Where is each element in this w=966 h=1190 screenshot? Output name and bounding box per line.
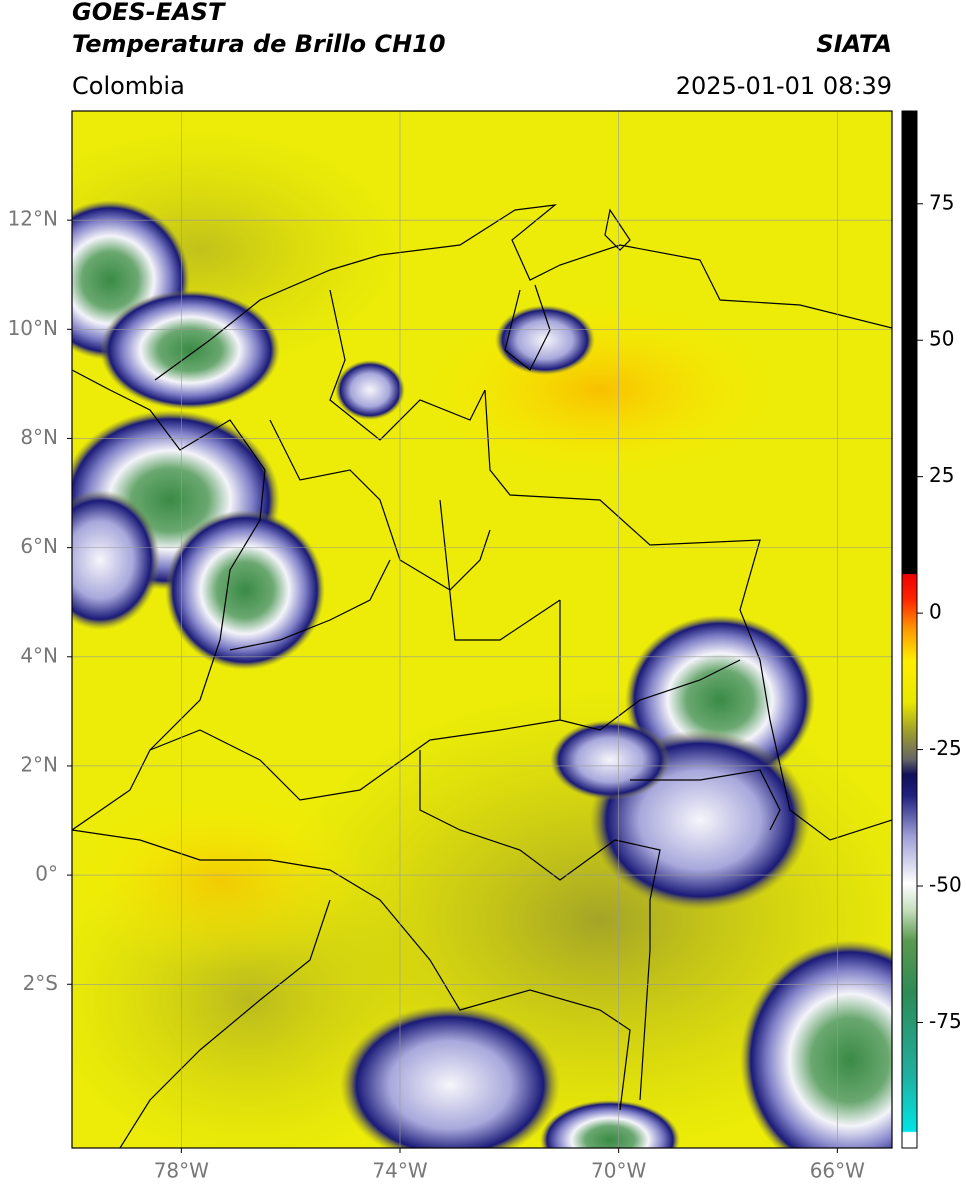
borders [72, 204, 892, 1148]
colorbar-tick-label: -25 [929, 736, 962, 760]
lat-tick-label: 10°N [8, 316, 58, 340]
lon-tick-label: 66°W [810, 1159, 865, 1183]
lat-tick-label: 6°N [20, 534, 58, 558]
colorbar-tick-label: 0 [929, 600, 942, 624]
product-name: Temperatura de Brillo CH10 [72, 30, 446, 58]
lat-tick-label: 12°N [8, 207, 58, 231]
colorbar-ticks [917, 203, 923, 1023]
satellite-name: GOES-EAST [72, 0, 226, 26]
timestamp: 2025-01-01 08:39 [676, 72, 892, 100]
colorbar [901, 110, 918, 1149]
map-frame [71, 110, 893, 1149]
lon-tick-label: 74°W [372, 1159, 427, 1183]
lat-tick-label: 0° [35, 862, 58, 886]
colorbar-tick-label: 75 [929, 190, 954, 214]
satellite-image [72, 111, 892, 1148]
lat-tick-label: 2°N [20, 752, 58, 776]
graticule [67, 111, 892, 1153]
lat-tick-label: 2°S [23, 971, 58, 995]
colorbar-tick-label: 50 [929, 327, 954, 351]
colorbar-tick-label: 25 [929, 463, 954, 487]
lon-tick-label: 70°W [591, 1159, 646, 1183]
lon-tick-label: 78°W [154, 1159, 209, 1183]
lat-tick-label: 8°N [20, 425, 58, 449]
lat-tick-label: 4°N [20, 643, 58, 667]
source-name: SIATA [816, 30, 892, 58]
region-name: Colombia [72, 72, 185, 100]
colorbar-tick-label: -75 [929, 1009, 962, 1033]
colorbar-tick-label: -50 [929, 873, 962, 897]
